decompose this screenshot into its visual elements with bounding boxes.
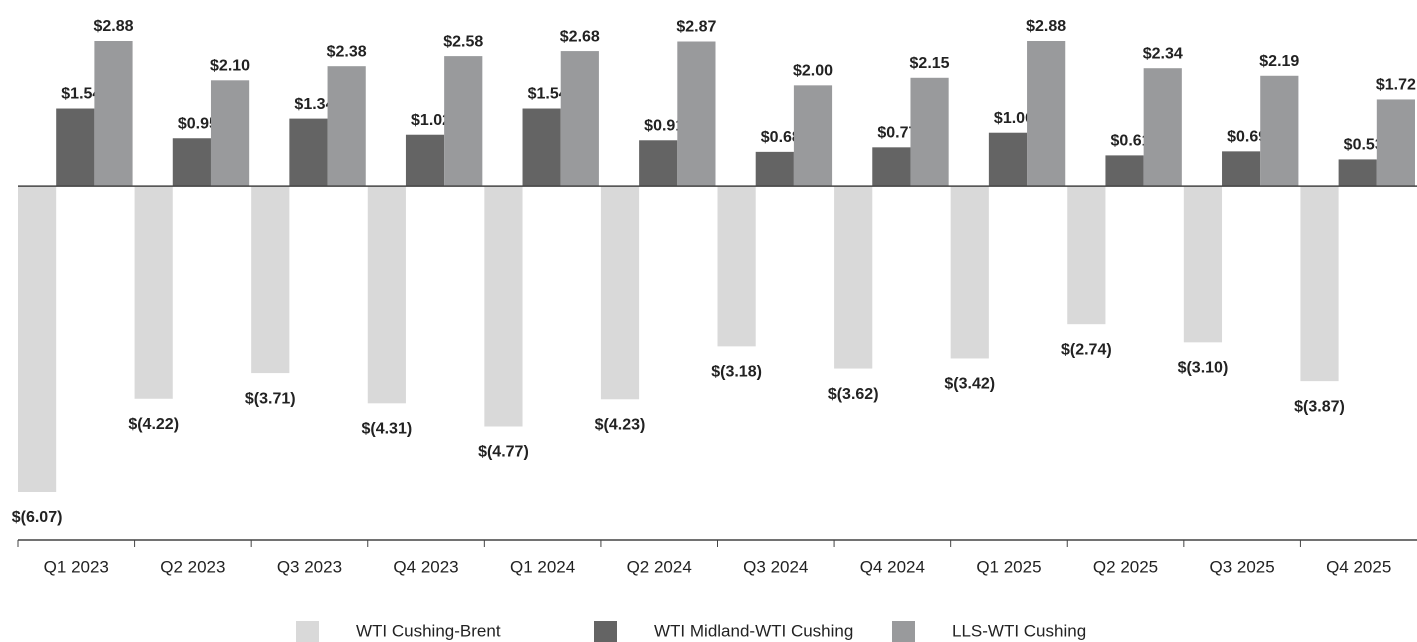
- data-label: $2.68: [560, 28, 600, 45]
- x-tick-label: Q2 2025: [1093, 557, 1158, 576]
- bar: [18, 186, 57, 492]
- data-label: $0.68: [761, 129, 801, 146]
- bar: [172, 138, 211, 187]
- bar: [1338, 159, 1377, 187]
- bar: [600, 186, 640, 400]
- data-label: $2.34: [1143, 45, 1183, 62]
- x-tick-label: Q3 2025: [1210, 557, 1275, 576]
- x-tick-label: Q1 2024: [510, 557, 575, 576]
- data-label: $2.58: [443, 33, 483, 50]
- data-label: $(3.42): [944, 376, 995, 393]
- data-label: $1.06: [994, 110, 1034, 127]
- bar: [367, 186, 406, 404]
- data-label: $1.54: [61, 86, 101, 103]
- data-label: $(4.77): [478, 444, 529, 461]
- data-label: $0.95: [178, 115, 218, 132]
- legend-label: WTI Midland-WTI Cushing: [654, 621, 853, 640]
- legend-swatch: [594, 621, 617, 642]
- data-label: $2.88: [93, 18, 133, 35]
- data-label: $0.53: [1344, 137, 1384, 154]
- x-tick-label: Q1 2023: [44, 557, 109, 576]
- bar: [560, 51, 599, 187]
- data-label: $2.88: [1026, 18, 1066, 35]
- data-label: $(4.31): [361, 421, 412, 438]
- bar: [639, 140, 678, 187]
- bar: [677, 41, 716, 187]
- bar: [950, 186, 989, 359]
- bar: [872, 147, 911, 187]
- bar: [94, 41, 133, 187]
- legend-label: LLS-WTI Cushing: [952, 621, 1086, 640]
- data-label: $2.10: [210, 58, 250, 75]
- bar: [289, 118, 328, 187]
- bar: [988, 132, 1028, 187]
- data-label: $(3.62): [828, 386, 879, 403]
- bar: [251, 186, 290, 374]
- data-label: $2.19: [1259, 53, 1299, 70]
- data-label: $1.34: [294, 96, 334, 113]
- x-tick-label: Q3 2023: [277, 557, 342, 576]
- bar: [210, 80, 250, 187]
- bar: [1027, 41, 1066, 187]
- bar: [1183, 186, 1223, 343]
- data-label: $1.02: [411, 112, 451, 129]
- data-label: $2.87: [676, 19, 716, 36]
- legend-label: WTI Cushing-Brent: [356, 621, 501, 640]
- data-label: $0.61: [1111, 133, 1151, 150]
- legend-swatch: [892, 621, 915, 642]
- bar: [327, 66, 366, 187]
- data-label: $0.77: [877, 125, 917, 142]
- x-tick-label: Q2 2024: [627, 557, 692, 576]
- data-label: $(6.07): [12, 509, 63, 526]
- bar: [834, 186, 873, 369]
- bar: [1105, 155, 1144, 187]
- bar: [1376, 99, 1415, 187]
- data-label: $2.15: [910, 55, 950, 72]
- data-label: $0.91: [644, 117, 684, 134]
- data-label: $2.00: [793, 63, 833, 80]
- bar: [755, 151, 794, 187]
- bar: [484, 186, 523, 427]
- bar: [405, 134, 445, 187]
- bar: [717, 186, 756, 347]
- x-tick-label: Q1 2025: [976, 557, 1041, 576]
- data-label: $(3.87): [1294, 398, 1345, 415]
- data-label: $1.54: [528, 86, 568, 103]
- bar: [1222, 151, 1261, 187]
- data-label: $1.72: [1376, 77, 1416, 94]
- data-label: $2.38: [327, 43, 367, 60]
- bar: [444, 56, 483, 187]
- x-tick-label: Q3 2024: [743, 557, 808, 576]
- bar: [1067, 186, 1106, 325]
- data-label: $(3.10): [1178, 360, 1229, 377]
- x-tick-label: Q2 2023: [160, 557, 225, 576]
- legend-swatch: [296, 621, 319, 642]
- bar: [56, 108, 95, 187]
- data-label: $(3.18): [711, 364, 762, 381]
- data-label: $(4.22): [128, 416, 179, 433]
- bar: [1300, 186, 1339, 382]
- bar: [1143, 68, 1182, 187]
- data-label: $0.69: [1227, 129, 1267, 146]
- bar: [1260, 75, 1299, 187]
- data-label: $(3.71): [245, 390, 296, 407]
- bar: [910, 77, 949, 187]
- x-tick-label: Q4 2024: [860, 557, 925, 576]
- data-label: $(4.23): [595, 416, 646, 433]
- bar: [522, 108, 561, 187]
- bar: [134, 186, 173, 399]
- x-tick-label: Q4 2025: [1326, 557, 1391, 576]
- x-tick-label: Q4 2023: [393, 557, 458, 576]
- bar: [793, 85, 833, 187]
- data-label: $(2.74): [1061, 341, 1112, 358]
